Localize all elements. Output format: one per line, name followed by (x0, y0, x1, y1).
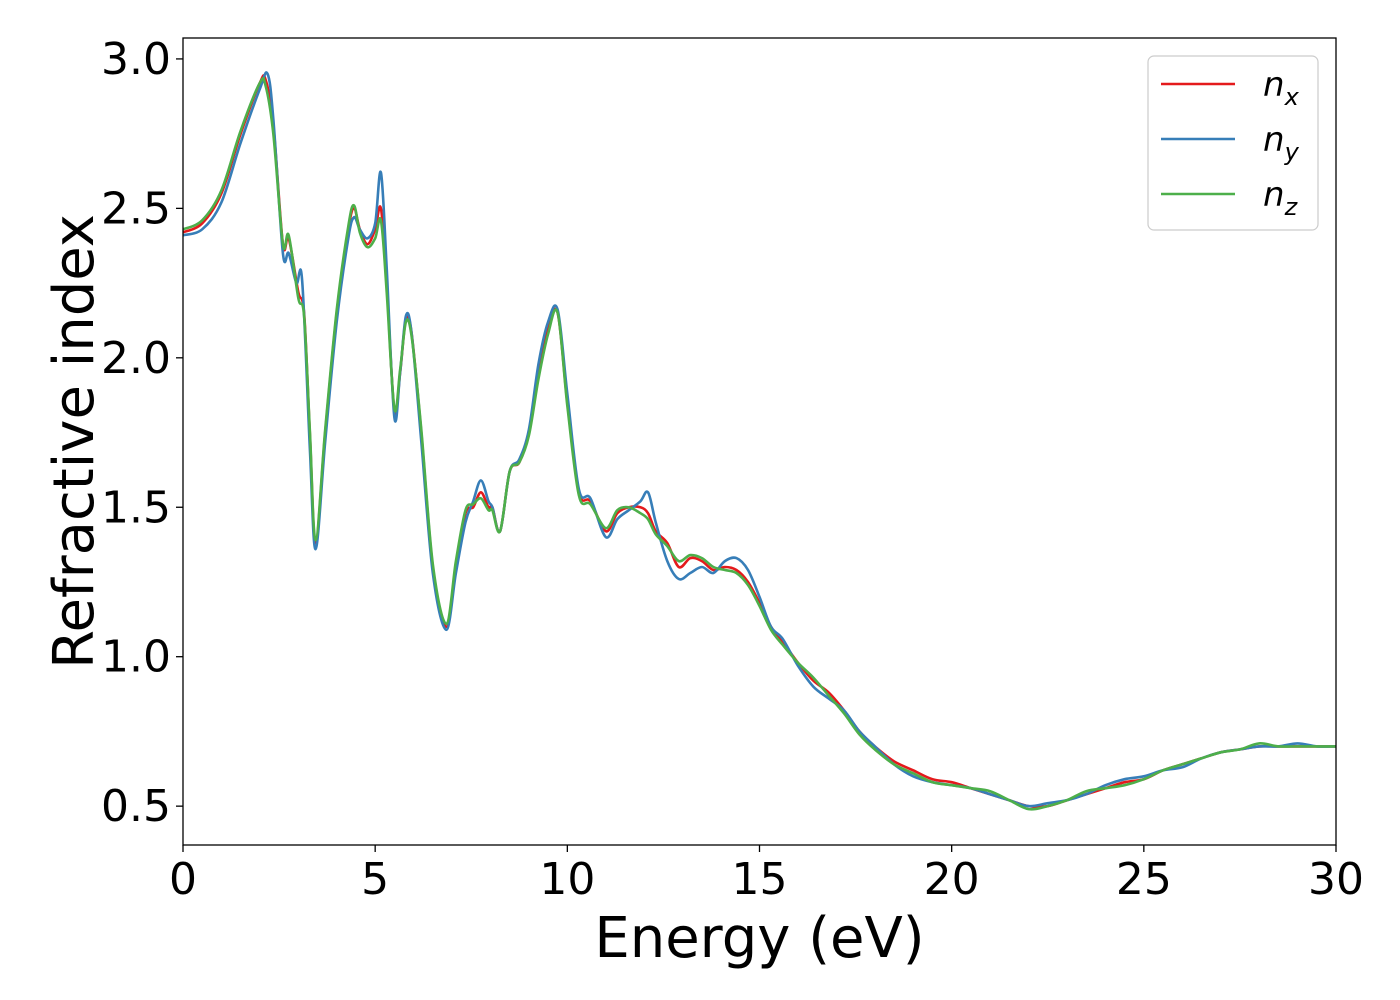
series-layer (183, 71, 1336, 811)
x-tick-label: 0 (169, 854, 197, 905)
y-tick-label: 2.5 (101, 183, 171, 234)
x-axis-title: Energy (eV) (594, 906, 924, 971)
legend-label-x: nx (1263, 65, 1300, 111)
legend-label-z: nz (1263, 175, 1299, 221)
x-tick-label: 10 (539, 854, 595, 905)
x-tick-label: 30 (1308, 854, 1364, 905)
y-tick-label: 3.0 (101, 34, 171, 85)
series-line-z (183, 76, 1336, 811)
x-tick-label: 20 (924, 854, 980, 905)
x-tick-label: 25 (1116, 854, 1172, 905)
y-tick-label: 1.0 (101, 632, 171, 683)
x-tick-label: 15 (732, 854, 788, 905)
y-axis-title: Refractive index (42, 214, 107, 669)
legend-box (1147, 55, 1319, 231)
y-tick-label: 1.5 (101, 482, 171, 533)
ticks-layer: 0 5 10 15 20 25 30 0.5 1.0 1.5 2.0 2.5 3.0 (101, 34, 1364, 905)
legend: nx ny nz (1147, 55, 1319, 231)
x-tick-label: 5 (361, 854, 389, 905)
y-tick-label: 2.0 (101, 333, 171, 384)
legend-label-y: ny (1263, 120, 1300, 166)
y-tick-label: 0.5 (101, 781, 171, 832)
